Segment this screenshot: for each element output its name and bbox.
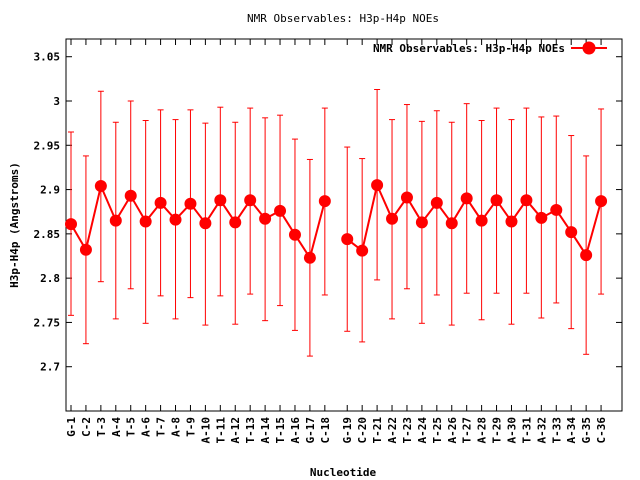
data-point	[341, 233, 354, 246]
x-tick-label: T-33	[550, 417, 563, 444]
x-tick-label: A-30	[505, 417, 518, 444]
data-point	[139, 215, 152, 228]
x-tick-label: A-4	[110, 417, 123, 437]
data-point	[109, 214, 122, 227]
data-point	[505, 215, 518, 228]
data-point	[550, 203, 563, 216]
y-tick-label: 2.9	[40, 184, 60, 197]
x-tick-label: T-31	[520, 417, 533, 444]
x-tick-label: C-36	[595, 417, 608, 444]
x-tick-label: C-2	[80, 417, 93, 437]
data-point	[244, 194, 257, 207]
data-point	[274, 204, 287, 217]
x-tick-label: T-21	[371, 417, 384, 444]
y-tick-label: 2.8	[40, 272, 60, 285]
legend: NMR Observables: H3p-H4p NOEs	[373, 41, 607, 55]
data-point	[229, 216, 242, 229]
data-point	[430, 196, 443, 209]
x-axis: G-1 C-2 T-3 A-4 T-5 A-6 T-7 A-8 T-9 A-10 T-11 A-12 T…	[65, 39, 608, 444]
y-tick-label: 3	[53, 95, 60, 108]
x-tick-label: A-12	[229, 417, 242, 444]
data-point	[199, 217, 212, 230]
x-tick-label: A-34	[565, 417, 578, 444]
data-point	[288, 228, 301, 241]
series-layer	[65, 88, 608, 357]
x-tick-label: G-19	[341, 417, 354, 444]
data-point	[490, 194, 503, 207]
data-point	[169, 213, 182, 226]
y-tick-label: 2.7	[40, 361, 60, 374]
y-tick-label: 2.95	[34, 139, 61, 152]
x-tick-label: T-25	[431, 417, 444, 444]
data-point	[79, 243, 92, 256]
y-axis: 2.7 2.75 2.8 2.85 2.9 2.95 3 3.05	[34, 51, 622, 374]
data-point	[400, 191, 413, 204]
x-tick-label: G-1	[65, 417, 78, 437]
data-point	[580, 249, 593, 262]
x-tick-label: T-29	[491, 417, 504, 444]
x-tick-label: T-7	[155, 417, 168, 437]
x-tick-label: G-35	[580, 417, 593, 444]
data-point	[124, 189, 137, 202]
x-tick-label: T-23	[401, 417, 414, 444]
x-tick-label: T-9	[184, 417, 197, 437]
y-tick-label: 2.75	[34, 316, 61, 329]
y-tick-label: 2.85	[34, 228, 61, 241]
series-line	[346, 181, 603, 258]
x-tick-label: C-20	[356, 417, 369, 444]
data-point	[386, 212, 399, 225]
x-tick-label: A-8	[170, 417, 183, 437]
x-tick-label: A-16	[289, 417, 302, 444]
data-point	[184, 197, 197, 210]
x-tick-label: A-10	[199, 417, 212, 444]
legend-label: NMR Observables: H3p-H4p NOEs	[373, 42, 565, 55]
x-tick-label: T-13	[244, 417, 257, 444]
series-line	[70, 182, 326, 261]
data-point	[214, 194, 227, 207]
data-point	[460, 192, 473, 205]
data-point	[65, 218, 77, 231]
x-tick-label: T-15	[274, 417, 287, 444]
data-point	[445, 217, 458, 230]
data-point	[520, 194, 533, 207]
x-tick-label: A-22	[386, 417, 399, 444]
x-tick-label: C-18	[319, 417, 332, 444]
data-point	[371, 179, 384, 192]
data-point	[535, 211, 548, 224]
x-tick-label: T-27	[461, 417, 474, 444]
data-point	[318, 195, 331, 208]
data-point	[415, 216, 428, 229]
data-point	[475, 214, 488, 227]
x-tick-label: A-24	[416, 417, 429, 444]
legend-marker	[582, 41, 596, 55]
x-tick-label: A-6	[140, 417, 153, 437]
x-tick-label: G-17	[304, 417, 317, 444]
data-point	[94, 180, 107, 193]
y-axis-label: H3p-H4p (Angstroms)	[8, 162, 21, 288]
chart-title: NMR Observables: H3p-H4p NOEs	[247, 12, 439, 25]
x-axis-label: Nucleotide	[310, 466, 377, 479]
data-point	[356, 244, 369, 257]
data-point	[259, 212, 272, 225]
x-tick-label: T-3	[95, 417, 108, 437]
x-tick-label: A-14	[259, 417, 272, 444]
data-point	[154, 196, 167, 209]
data-point	[595, 195, 608, 208]
y-tick-label: 3.05	[34, 51, 61, 64]
x-tick-label: A-32	[535, 417, 548, 444]
data-point	[303, 251, 316, 264]
x-tick-label: T-5	[125, 417, 138, 437]
data-point	[565, 226, 578, 239]
x-tick-label: T-11	[214, 417, 227, 444]
x-tick-label: A-26	[446, 417, 459, 444]
x-tick-label: A-28	[476, 417, 489, 444]
